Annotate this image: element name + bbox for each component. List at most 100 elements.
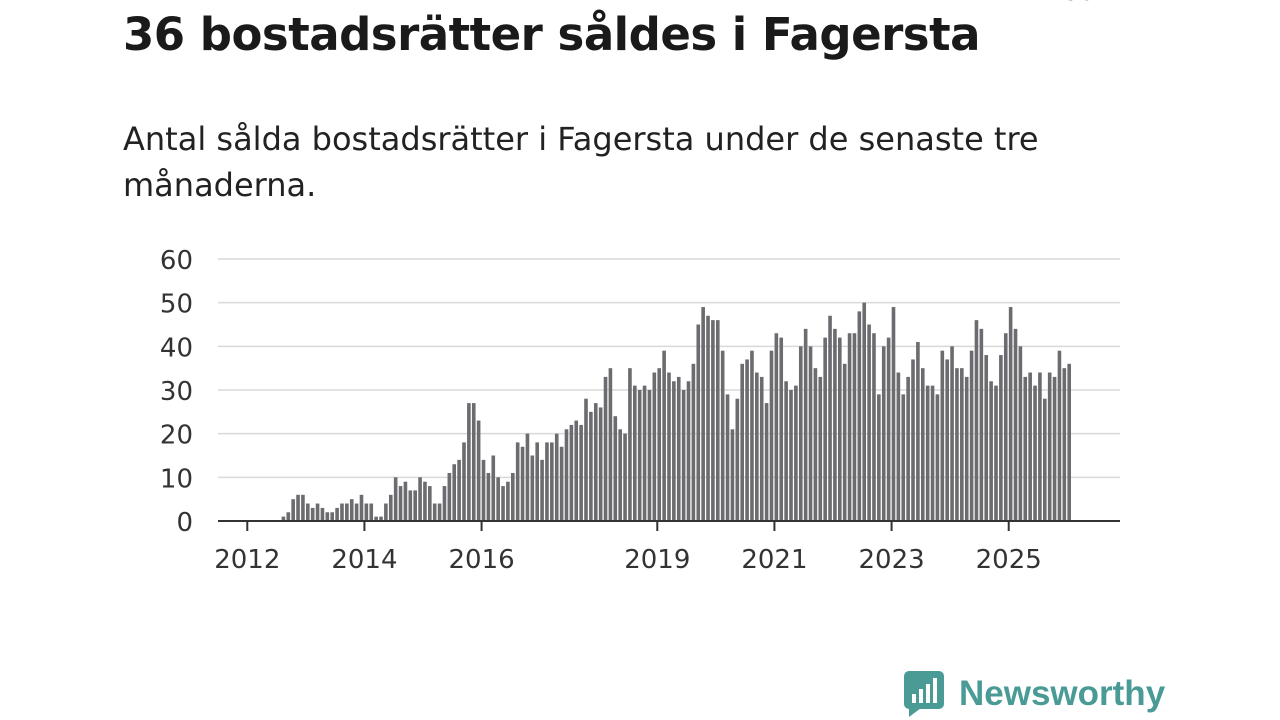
bar (881, 346, 886, 521)
y-tick-label: 50 (160, 290, 193, 320)
bar (662, 350, 666, 521)
bar (657, 368, 662, 521)
y-tick-label: 20 (160, 421, 193, 451)
bar (545, 442, 549, 521)
bar (930, 385, 935, 521)
bar (486, 472, 491, 521)
bar (877, 394, 881, 521)
bar (989, 381, 993, 521)
bar (428, 486, 432, 521)
bar (628, 368, 632, 521)
bar (764, 403, 769, 521)
bar (437, 503, 442, 521)
bar (779, 337, 784, 521)
bar (994, 385, 998, 521)
bar (506, 481, 510, 521)
bar (554, 433, 559, 521)
bar (769, 350, 774, 521)
bar (315, 503, 320, 521)
bar (818, 376, 823, 521)
bar (1018, 346, 1023, 521)
bar (379, 516, 383, 521)
bar (569, 424, 574, 521)
y-axis-labels: 0 10 20 30 40 50 60 (160, 246, 193, 538)
bar (857, 311, 862, 521)
bar (828, 315, 832, 521)
bar (481, 459, 486, 521)
bar (798, 346, 803, 521)
bar (413, 490, 417, 521)
bar (701, 307, 705, 521)
bar (867, 324, 871, 521)
bar (735, 398, 740, 521)
annotations: 36 (1064, 0, 1095, 6)
bar (1033, 385, 1037, 521)
bar (442, 486, 447, 521)
bar (672, 381, 676, 521)
y-tick-label: 0 (176, 508, 193, 538)
bar (520, 446, 525, 521)
x-tick-label: 2019 (624, 545, 690, 575)
bar (306, 503, 310, 521)
bar (550, 442, 554, 521)
bar (667, 372, 671, 521)
bar (906, 376, 910, 521)
bar (999, 355, 1003, 521)
bar (1043, 398, 1047, 521)
bar (525, 433, 530, 521)
bar (950, 346, 954, 521)
bar (501, 486, 505, 521)
bar (432, 503, 437, 521)
bar (681, 390, 686, 521)
bar (964, 376, 969, 521)
bar (872, 333, 876, 521)
bar (398, 486, 403, 521)
bar (916, 341, 920, 521)
bar (691, 363, 696, 521)
bars (281, 302, 1072, 521)
bar (847, 333, 852, 521)
bar (1038, 372, 1042, 521)
bar (608, 368, 613, 521)
bar (291, 499, 295, 521)
bar (467, 403, 471, 521)
bar (623, 433, 627, 521)
y-tick-label: 40 (160, 333, 193, 363)
y-tick-label: 30 (160, 377, 193, 407)
bar (1047, 372, 1052, 521)
bar (1013, 328, 1018, 521)
newsworthy-logo-icon (904, 671, 944, 717)
bar (911, 359, 915, 521)
bar (720, 350, 725, 521)
y-tick-label: 10 (160, 464, 193, 494)
bar (354, 503, 359, 521)
bar (740, 363, 744, 521)
bar (974, 320, 979, 521)
bar (891, 307, 896, 521)
bar (584, 398, 588, 521)
bar (696, 324, 701, 521)
bar (886, 337, 891, 521)
bar (1008, 307, 1013, 521)
bar (349, 499, 354, 521)
bar (564, 429, 569, 521)
bar (418, 477, 422, 521)
bar (457, 459, 461, 521)
bar (423, 481, 427, 521)
bar (540, 459, 544, 521)
bar (325, 512, 330, 521)
bar (711, 320, 715, 521)
bar (852, 333, 857, 521)
bar (896, 372, 901, 521)
bar (340, 503, 344, 521)
bar (637, 390, 642, 521)
bar (715, 320, 720, 521)
bar (301, 494, 305, 521)
bar (452, 464, 457, 521)
bar (823, 337, 827, 521)
bar (862, 302, 867, 521)
bar (969, 350, 974, 521)
bar (838, 337, 842, 521)
bar (647, 390, 652, 521)
bar (281, 516, 286, 521)
